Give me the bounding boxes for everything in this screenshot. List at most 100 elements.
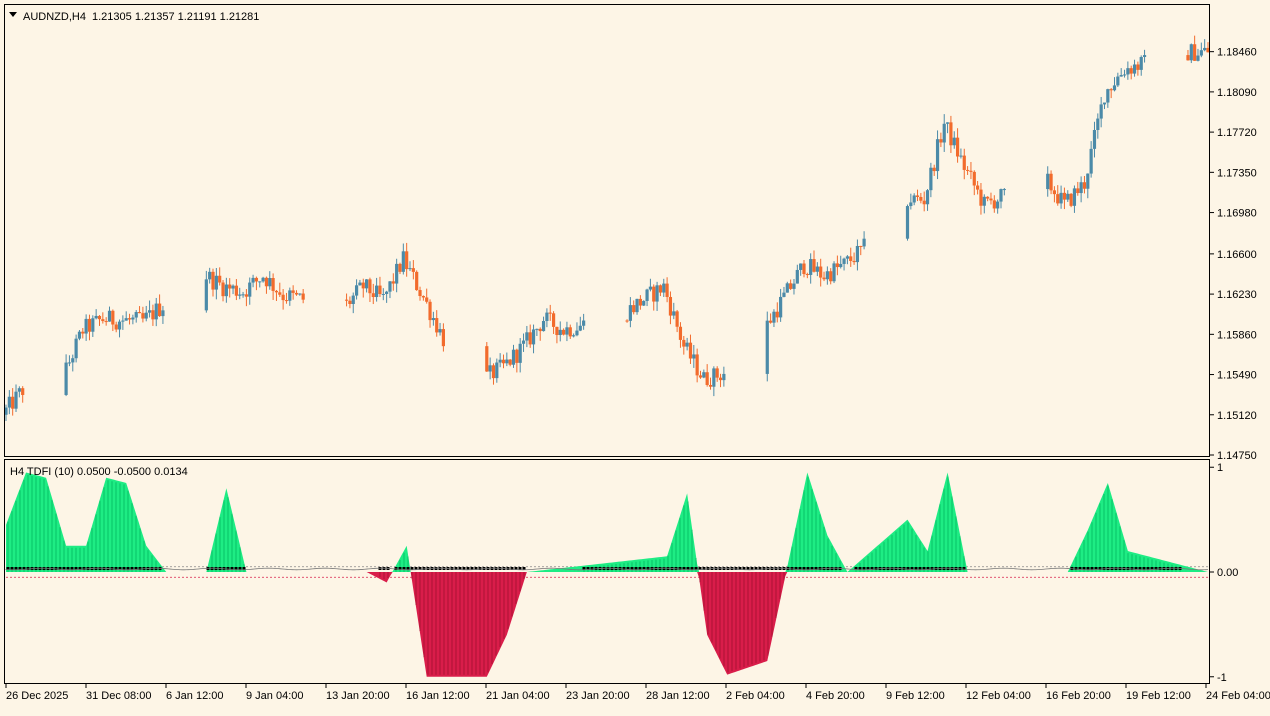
indicator-panel[interactable]: 1 0.00 -1 [5,462,1238,684]
tdfi-dot [450,567,454,570]
tdfi-dot [234,567,238,570]
candle [131,314,135,325]
candle [428,299,432,328]
tdfi-dot [866,567,870,570]
candle [979,182,983,215]
tdfi-dot [1142,567,1146,570]
candle [531,324,536,354]
candle [799,263,803,276]
candle [949,115,953,153]
candle [204,270,208,313]
candle [291,285,295,300]
candle [925,189,930,211]
candle [161,305,165,324]
candle [662,278,666,297]
candle [1099,96,1103,128]
candle [371,283,375,305]
candle [4,404,8,421]
candle [952,131,956,149]
candle [248,277,252,305]
candle [485,342,489,372]
tdfi-dot [814,567,818,570]
candle [231,284,235,295]
tdfi-dot [922,567,926,570]
candle [1189,43,1193,64]
symbol-label: AUDNZD,H4 [23,11,86,23]
tdfi-dot [586,567,590,570]
candle [124,311,128,321]
candle [779,288,783,322]
candle [972,170,976,196]
tdfi-dot [1074,567,1078,570]
price-panel-header: AUDNZD,H4 1.21305 1.21357 1.21191 1.2128… [9,11,259,23]
candle [151,304,155,326]
candle [134,310,138,323]
tdfi-dot [470,567,474,570]
candle [274,289,279,301]
candle [645,288,649,307]
candle [381,288,385,301]
candle [561,328,566,336]
indicator-label: H4 TDFI (10) 0.0500 -0.0500 0.0134 [10,466,188,478]
tdfi-dot [74,567,78,570]
tdfi-dot [466,567,470,570]
tdfi-dot [1158,567,1162,570]
candle [655,281,659,311]
candle [915,189,920,202]
candle [354,279,359,300]
tdfi-dot [462,567,466,570]
candle [852,252,856,265]
candle [765,311,769,382]
tdfi-dot [454,567,458,570]
candle [568,324,572,339]
tdfi-dot [930,567,934,570]
candle [1086,173,1090,199]
candle [839,255,843,269]
tdfi-dot [758,567,762,570]
tdfi-dot [398,567,402,570]
candle [238,287,242,300]
candle [962,148,966,180]
price-panel[interactable]: 1.18460 1.18090 1.17720 1.17350 1.16980 1.166… [4,35,1257,462]
tdfi-dot [854,567,858,570]
tdfi-dot [1134,567,1138,570]
candle [114,321,118,333]
candle [1206,42,1210,53]
candle [942,114,946,152]
tdfi-dot [82,567,86,570]
candle [244,289,248,307]
candle [996,199,1000,214]
tdfi-dot [410,567,414,570]
tdfi-dot [126,567,130,570]
candle [1196,48,1200,62]
candle [405,242,409,277]
time-axis-label: 31 Dec 08:00 [86,690,151,702]
candle [835,255,839,276]
tdfi-dot [54,567,58,570]
candle [91,315,95,337]
candle [511,344,516,368]
tdfi-dot [130,567,134,570]
candle [218,267,222,286]
time-axis-label: 6 Jan 12:00 [166,690,224,702]
candle [211,268,215,297]
candle [648,278,653,292]
tdfi-dot [634,567,638,570]
candle [368,277,372,303]
price-axis-label: 1.16600 [1217,249,1257,261]
candle [945,122,950,134]
candle [582,313,586,330]
chevron-down-icon[interactable] [9,12,17,17]
tdfi-dot [18,567,22,570]
tdfi-dot [870,567,874,570]
candle [1049,170,1053,195]
candle [632,300,636,315]
candle [391,273,395,291]
candle [986,196,990,202]
candle [538,327,542,341]
tdfi-dot [622,567,626,570]
tdfi-dot [134,567,138,570]
candle [388,281,392,299]
